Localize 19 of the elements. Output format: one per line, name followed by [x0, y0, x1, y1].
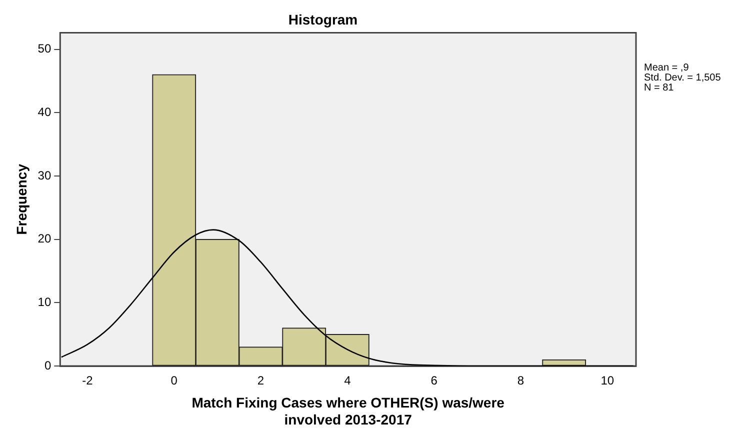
x-tick-label: -2: [82, 374, 94, 388]
x-tick-label: 4: [344, 374, 352, 388]
y-tick-label: 20: [38, 232, 52, 246]
y-tick-label: 0: [44, 358, 52, 372]
y-tick-label: 10: [38, 294, 52, 309]
x-tick-label: 8: [517, 374, 524, 388]
chart-title: Histogram: [288, 11, 358, 28]
x-tick-label: 2: [257, 374, 264, 388]
x-axis-title: Match Fixing Cases where OTHER(S) was/were involved 2013-2017: [192, 394, 505, 428]
y-tick-label: 30: [38, 168, 52, 182]
x-tick-label: 10: [600, 374, 614, 388]
text: Mean = ,9: [644, 62, 690, 74]
text: N = 81: [644, 82, 674, 94]
x-tick-label: 0: [170, 374, 178, 388]
x-tick-label: 6: [430, 374, 438, 388]
y-tick-label: 40: [38, 104, 52, 119]
y-axis-title: Frequency: [13, 164, 30, 235]
text: Std. Dev. = 1,505: [644, 72, 722, 84]
y-tick-label: 50: [38, 42, 52, 56]
